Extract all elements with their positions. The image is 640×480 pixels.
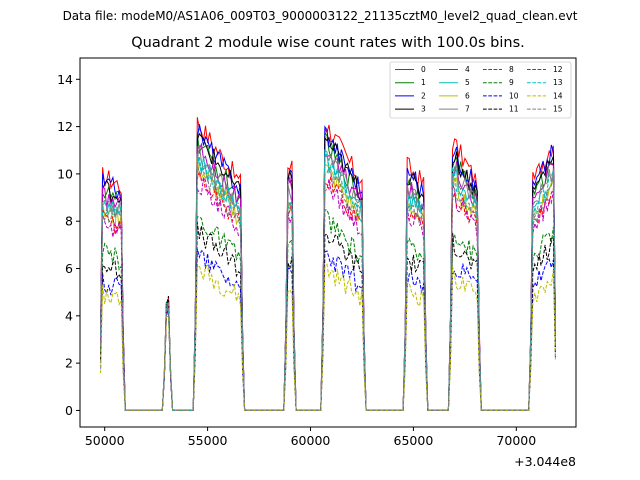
legend-label: 0 [421, 65, 426, 74]
figure-suptitle: Data file: modeM0/AS1A06_009T03_90000031… [62, 9, 578, 23]
series-line-15 [100, 164, 556, 411]
series-line-5 [100, 149, 556, 411]
legend-label: 9 [509, 78, 514, 87]
legend-label: 6 [465, 91, 470, 100]
legend-label: 3 [421, 105, 426, 114]
series-layer [100, 117, 556, 411]
legend-label: 10 [509, 91, 519, 100]
y-tick-label: 4 [65, 308, 73, 323]
y-tick-label: 2 [65, 356, 73, 371]
series-line-4 [100, 142, 556, 411]
legend-label: 14 [553, 91, 563, 100]
legend-label: 1 [421, 78, 426, 87]
legend-frame [389, 61, 572, 119]
x-tick-label: 65000 [394, 433, 434, 448]
x-tick-label: 70000 [496, 433, 536, 448]
legend-label: 8 [509, 65, 514, 74]
x-tick-label: 55000 [188, 433, 228, 448]
legend-label: 5 [465, 78, 470, 87]
series-line-13 [100, 153, 556, 411]
legend-label: 15 [553, 105, 563, 114]
x-tick-label: 50000 [85, 433, 125, 448]
y-tick-label: 10 [57, 166, 73, 181]
y-tick-label: 6 [65, 261, 73, 276]
y-tick-label: 8 [65, 214, 73, 229]
plot-frame [79, 57, 577, 428]
y-axis: 0 2 4 6 8 10 12 14 [57, 72, 80, 418]
x-offset-label: +3.044e8 [514, 454, 576, 469]
y-tick-label: 0 [65, 403, 73, 418]
chart-title: Quadrant 2 module wise count rates with … [131, 35, 525, 51]
y-tick-label: 14 [57, 72, 73, 87]
series-line-8 [100, 171, 556, 411]
legend-label: 11 [509, 105, 519, 114]
x-axis: 50000 55000 60000 65000 70000 [85, 427, 536, 448]
legend-label: 13 [553, 78, 563, 87]
series-line-6 [100, 157, 556, 411]
legend-label: 12 [553, 65, 563, 74]
legend-label: 4 [465, 65, 470, 74]
x-tick-label: 60000 [291, 433, 331, 448]
y-tick-label: 12 [57, 119, 73, 134]
legend-label: 2 [421, 91, 426, 100]
legend-label: 7 [465, 105, 470, 114]
